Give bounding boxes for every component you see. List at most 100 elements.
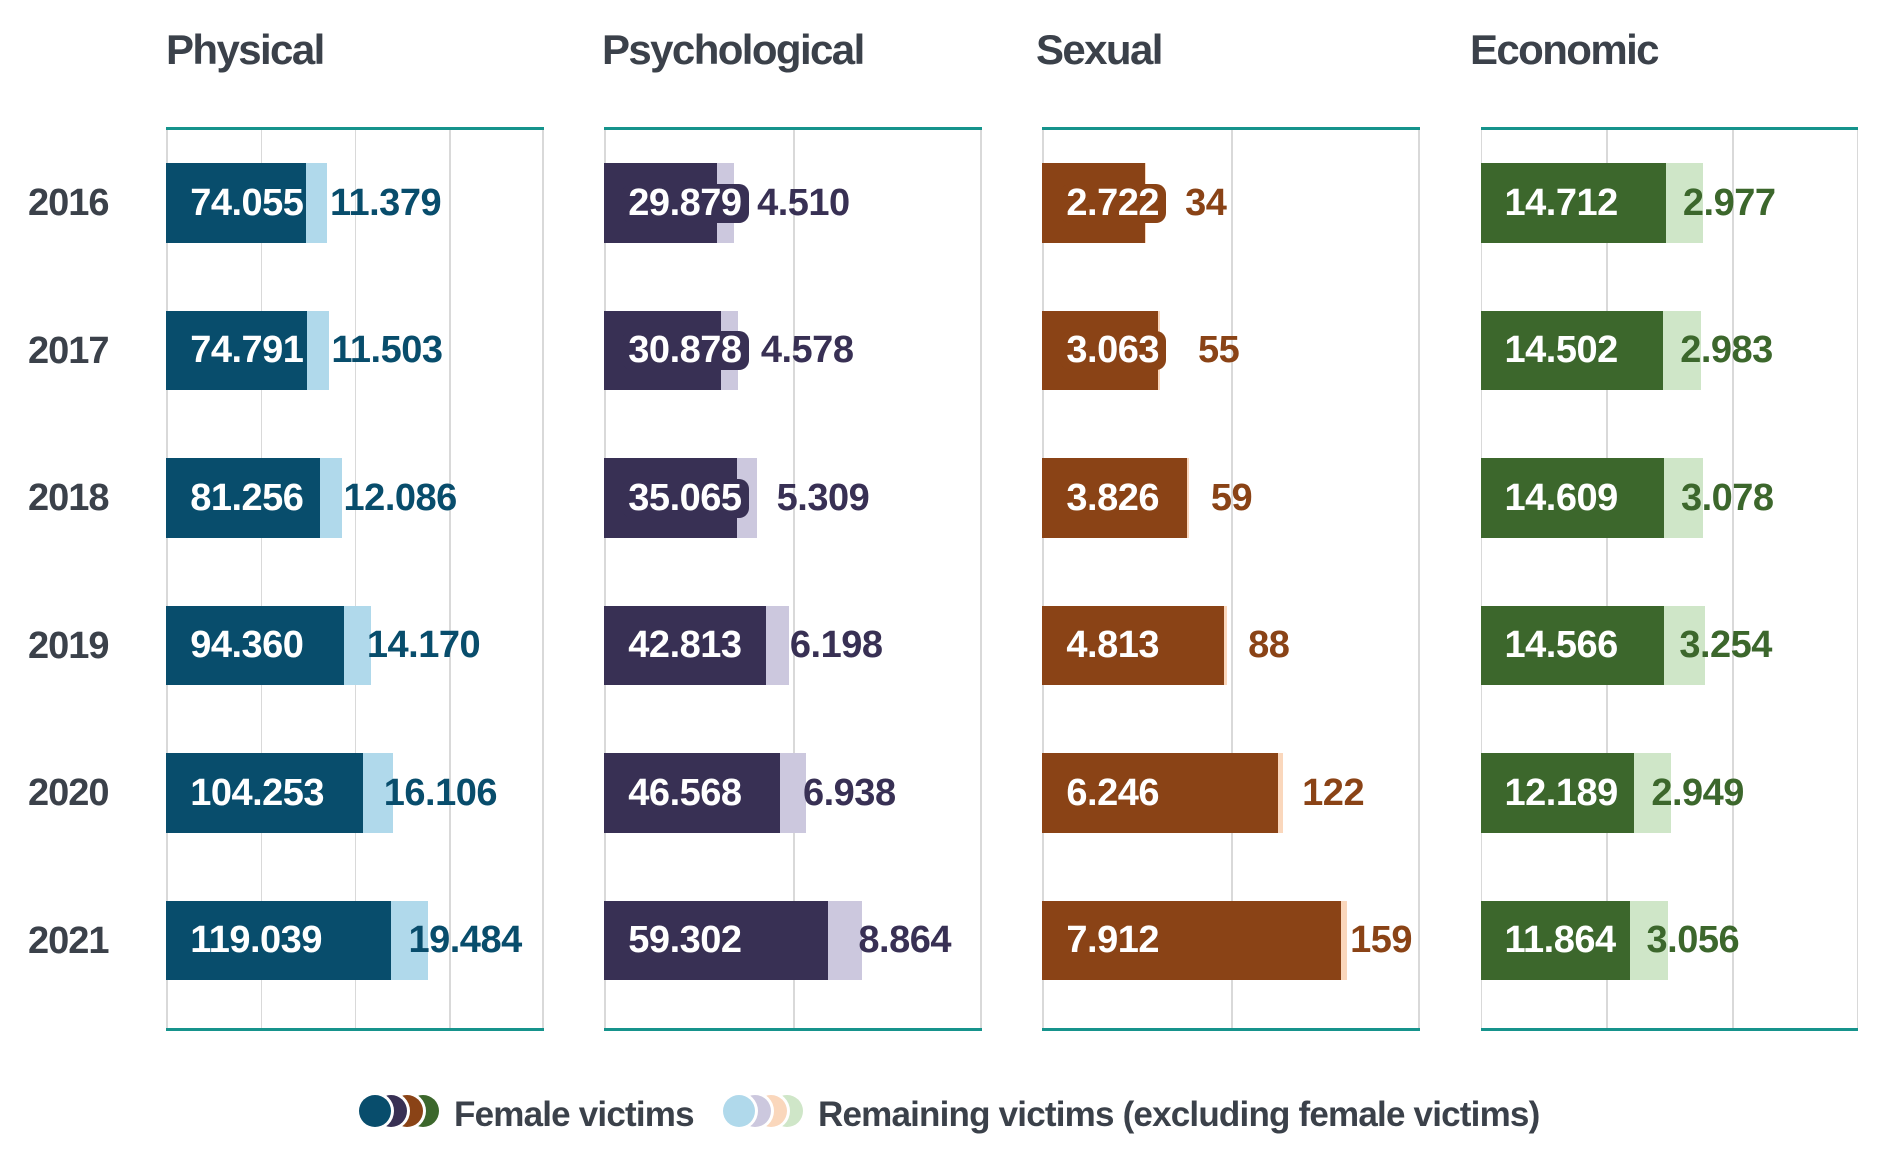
- label-female-value: 3.063: [1060, 331, 1166, 370]
- gridline-x-200000: [542, 130, 544, 1028]
- year-label-2020: 2020: [28, 772, 110, 814]
- label-remaining-value: 16.106: [383, 771, 498, 814]
- label-remaining-value: 4.578: [760, 329, 854, 371]
- bar-female-economic-2018: [1480, 458, 1665, 538]
- bar-remaining-economic-2017: [1662, 310, 1701, 391]
- bar-female-sexual-2020: [1042, 753, 1279, 833]
- legend: Female victims Remaining victims (exclud…: [0, 1093, 1888, 1133]
- panel-title-physical: Physical: [166, 26, 325, 73]
- bar-remaining-physical-2020: [362, 753, 394, 833]
- label-remaining-value: 34: [1185, 181, 1227, 224]
- bar-female-economic-2020: [1480, 753, 1634, 833]
- label-remaining-value: 59: [1210, 476, 1253, 519]
- label-female-value: 14.609: [1504, 476, 1619, 519]
- bar-female-psychological-2019: [604, 605, 766, 686]
- label-female-value: 11.864: [1504, 919, 1617, 961]
- label-female-value: 74.055: [190, 181, 304, 224]
- label-female-value: 14.712: [1504, 181, 1619, 224]
- label-remaining-value: 2.977: [1682, 181, 1776, 224]
- gridline-x-0: [166, 130, 168, 1028]
- gridline-x-100000: [980, 130, 982, 1028]
- bar-remaining-economic-2020: [1633, 753, 1671, 833]
- label-female-value: 94.360: [190, 624, 304, 666]
- bar-remaining-economic-2018: [1664, 458, 1704, 538]
- panel-economic: 14.712 2.977 14.502 2.983 14.609 3.078 14.566 3…: [1480, 127, 1858, 1031]
- bar-female-economic-2017: [1480, 310, 1663, 391]
- label-female-value: 42.813: [628, 624, 742, 666]
- panel-title-sexual: Sexual: [1036, 26, 1163, 73]
- gridline-x-50000: [260, 130, 263, 1028]
- bar-female-physical-2018: [166, 458, 320, 538]
- label-female-value: 14.502: [1504, 329, 1619, 371]
- year-label-2021: 2021: [28, 919, 110, 962]
- year-label-2019: 2019: [28, 624, 110, 667]
- panel-physical: 74.055 11.379 74.791 11.503 81.256 12.086 94.3…: [166, 127, 544, 1031]
- bar-female-psychological-2020: [604, 753, 781, 833]
- gridline-x-10000: [1606, 130, 1608, 1028]
- legend-label-remaining-victims: Remaining victims (excluding female vict…: [818, 1095, 1540, 1134]
- label-remaining-value: 2.983: [1680, 329, 1773, 371]
- label-remaining-value: 5.309: [776, 476, 870, 519]
- gridline-x-0: [1480, 130, 1482, 1028]
- bar-remaining-physical-2018: [319, 458, 343, 538]
- label-remaining-value: 122: [1302, 771, 1365, 814]
- bar-female-sexual-2018: [1042, 458, 1187, 538]
- bar-female-physical-2021: [166, 900, 391, 981]
- bar-female-physical-2016: [166, 163, 306, 243]
- bar-female-physical-2019: [166, 605, 345, 686]
- year-label-2017: 2017: [28, 329, 110, 372]
- label-remaining-value: 8.864: [858, 919, 952, 961]
- label-female-value: 30.878: [622, 331, 749, 370]
- gridline-x-20000: [1732, 130, 1734, 1028]
- bar-remaining-physical-2019: [344, 605, 372, 686]
- label-female-value: 104.253: [190, 771, 325, 814]
- bar-remaining-psychological-2021: [828, 900, 862, 981]
- gridline-x-50000: [793, 130, 795, 1028]
- label-female-value: 2.722: [1060, 183, 1166, 223]
- gridline-x-100000: [354, 130, 357, 1028]
- bar-remaining-psychological-2020: [780, 753, 807, 833]
- bar-female-psychological-2021: [604, 900, 829, 981]
- label-female-value: 6.246: [1066, 771, 1159, 814]
- label-female-value: 14.566: [1504, 624, 1619, 666]
- label-remaining-value: 3.254: [1679, 624, 1772, 666]
- bar-female-physical-2017: [166, 310, 308, 391]
- bar-female-physical-2020: [166, 753, 363, 833]
- gridline-x-10000: [1418, 130, 1420, 1028]
- gridline-x-150000: [449, 130, 451, 1028]
- label-remaining-value: 19.484: [408, 919, 522, 961]
- label-remaining-value: 3.078: [1680, 476, 1774, 519]
- label-remaining-value: 2.949: [1651, 771, 1744, 814]
- bar-female-economic-2016: [1480, 163, 1666, 243]
- gridline-x-0: [1042, 130, 1044, 1028]
- label-remaining-value: 11.379: [329, 181, 442, 224]
- label-female-value: 4.813: [1066, 624, 1159, 666]
- panel-sexual: 2.722 34 3.063 55 3.826 59 4.813 88 6.246 122 7.91…: [1042, 127, 1420, 1031]
- label-remaining-value: 12.086: [343, 476, 458, 519]
- panel-psychological: 29.879 4.510 30.878 4.578 35.065 5.309 42.813 6…: [604, 127, 982, 1031]
- bar-female-economic-2019: [1480, 605, 1664, 686]
- label-female-value: 59.302: [628, 919, 742, 961]
- bar-remaining-economic-2021: [1629, 900, 1669, 981]
- panel-title-psychological: Psychological: [602, 26, 865, 73]
- gridline-x-5000: [1231, 130, 1233, 1028]
- bar-female-economic-2021: [1480, 900, 1630, 981]
- bar-remaining-economic-2019: [1663, 605, 1705, 686]
- panel-title-economic: Economic: [1470, 26, 1660, 73]
- label-remaining-value: 14.170: [366, 624, 481, 666]
- label-female-value: 119.039: [190, 919, 322, 961]
- label-remaining-value: 11.503: [331, 329, 443, 371]
- label-female-value: 46.568: [628, 771, 742, 814]
- label-female-value: 12.189: [1504, 771, 1619, 814]
- legend-swatch-remaining-0: [723, 1094, 755, 1127]
- bar-female-sexual-2021: [1042, 900, 1342, 981]
- legend-swatch-female-0: [358, 1094, 391, 1127]
- bar-remaining-psychological-2019: [765, 605, 790, 686]
- label-female-value: 7.912: [1066, 919, 1159, 961]
- bar-remaining-economic-2016: [1665, 163, 1704, 243]
- label-remaining-value: 55: [1198, 329, 1240, 371]
- label-female-value: 29.879: [622, 183, 749, 223]
- label-remaining-value: 6.938: [802, 771, 896, 814]
- gridline-x-0: [604, 130, 606, 1028]
